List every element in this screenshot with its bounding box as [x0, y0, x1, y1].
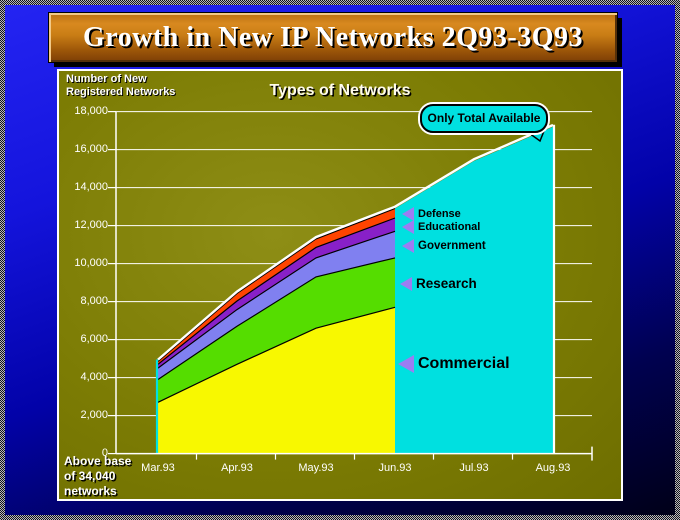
legend-label: Defense: [418, 208, 461, 220]
legend-item-educational: Educational: [402, 220, 480, 234]
left-arrow-icon: [398, 355, 414, 373]
legend-item-research: Research: [400, 276, 477, 291]
legend-label: Research: [416, 276, 477, 291]
title-bar: Growth in New IP Networks 2Q93-3Q93: [48, 12, 618, 63]
y-tick-label: 16,000: [74, 142, 108, 155]
y-tick-label: 4,000: [80, 370, 108, 383]
y-tick-label: 12,000: [74, 218, 108, 231]
x-tick-label: Jun.93: [378, 462, 412, 474]
x-tick-label: May.93: [298, 462, 334, 474]
legend-label: Government: [418, 240, 486, 252]
y-tick-label: 18,000: [74, 104, 108, 117]
y-tick-label: 10,000: [74, 256, 108, 269]
y-tick-label: 6,000: [80, 332, 108, 345]
legend-label: Educational: [418, 221, 481, 233]
y-tick-label: 8,000: [80, 294, 108, 307]
x-tick-label: Mar.93: [141, 462, 175, 474]
legend-item-defense: Defense: [402, 207, 461, 221]
y-axis-title: Number of New Registered Networks: [66, 73, 176, 98]
left-arrow-icon: [402, 207, 414, 221]
y-tick-label: 0: [101, 446, 108, 459]
left-arrow-icon: [402, 239, 414, 253]
legend-item-commercial: Commercial: [398, 355, 510, 373]
x-tick-label: Aug.93: [535, 462, 571, 474]
legend-label: Commercial: [418, 355, 510, 372]
y-tick-label: 2,000: [80, 408, 108, 421]
chart-title: Types of Networks: [269, 82, 411, 99]
x-tick-label: Apr.93: [221, 462, 253, 474]
left-arrow-icon: [402, 220, 414, 234]
base-note: Above base of 34,040 networks: [64, 454, 132, 498]
chart-panel: [57, 69, 623, 501]
legend-item-government: Government: [402, 239, 486, 253]
left-arrow-icon: [400, 276, 412, 291]
slide-title: Growth in New IP Networks 2Q93-3Q93: [83, 22, 583, 53]
x-tick-label: Jul.93: [459, 462, 489, 474]
total-only-callout: Only Total Available: [420, 104, 548, 133]
y-tick-label: 14,000: [74, 180, 108, 193]
